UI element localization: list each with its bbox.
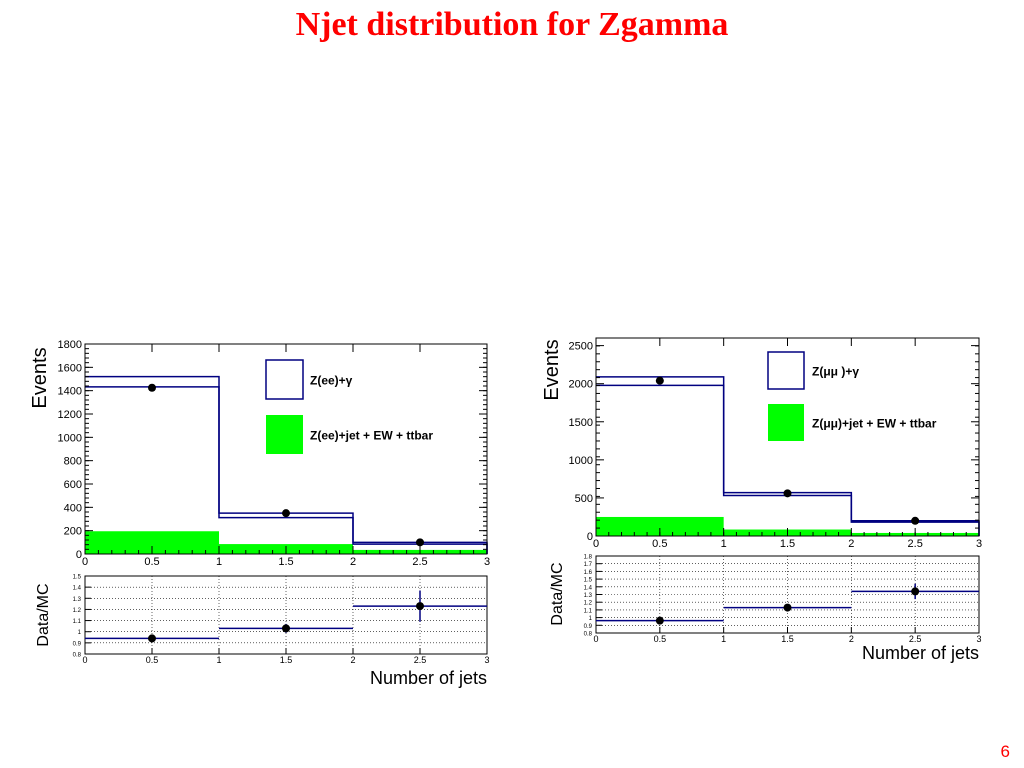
data-point: [911, 516, 920, 525]
ratio-y-axis-label: Data/MC: [549, 562, 566, 625]
y-tick-label: 1400: [58, 386, 82, 398]
ratio-x-tick-label: 2: [849, 634, 854, 644]
y-tick-label: 1200: [58, 409, 82, 421]
x-tick-label: 2.5: [412, 556, 427, 568]
data-point: [655, 376, 664, 385]
ratio-y-tick-label: 1.3: [73, 597, 82, 603]
x-tick-label: 0.5: [652, 538, 667, 550]
ratio-y-axis-label: Data/MC: [35, 583, 52, 646]
ratio-y-tick-label: 0.9: [73, 641, 82, 647]
ratio-y-tick-label: 1.7: [584, 562, 593, 568]
ratio-y-tick-label: 1.2: [584, 601, 593, 607]
ratio-y-tick-label: 1.5: [73, 575, 82, 581]
ratio-y-tick-label: 1.1: [73, 619, 82, 625]
x-tick-label: 3: [484, 556, 490, 568]
ratio-x-tick-label: 1: [216, 655, 221, 665]
ratio-x-tick-label: 1.5: [781, 634, 794, 644]
ratio-x-tick-label: 1: [721, 634, 726, 644]
x-tick-label: 1: [216, 556, 222, 568]
x-tick-label: 1.5: [278, 556, 293, 568]
ratio-x-tick-label: 3: [484, 655, 489, 665]
y-tick-label: 2500: [569, 341, 593, 353]
background-bar: [85, 531, 219, 554]
ratio-point: [282, 624, 290, 633]
background-bar: [596, 516, 724, 536]
ratio-point: [655, 616, 664, 625]
y-tick-label: 200: [64, 526, 82, 538]
ratio-y-tick-label: 1: [78, 630, 82, 636]
ratio-x-tick-label: 2.5: [414, 655, 427, 665]
legend-swatch-background: [266, 415, 303, 454]
ratio-y-tick-label: 1.3: [584, 593, 593, 599]
y-tick-label: 1800: [58, 339, 82, 351]
ratio-y-tick-label: 1.6: [584, 570, 593, 576]
x-tick-label: 1.5: [780, 538, 795, 550]
ratio-y-tick-label: 1.5: [584, 578, 593, 584]
ratio-y-tick-label: 0.8: [73, 653, 82, 659]
data-point: [148, 383, 156, 392]
legend-label-signal: Z(ee)+γ: [310, 374, 353, 388]
y-tick-label: 500: [575, 493, 593, 505]
y-tick-label: 1600: [58, 362, 82, 374]
y-tick-label: 0: [587, 531, 593, 543]
y-tick-label: 2000: [569, 379, 593, 391]
ratio-panel-frame: [84, 575, 488, 655]
y-tick-label: 600: [64, 479, 82, 491]
ratio-x-tick-label: 1.5: [280, 655, 293, 665]
ratio-y-tick-label: 1.2: [73, 608, 82, 614]
ratio-y-tick-label: 0.9: [584, 624, 593, 630]
ratio-x-tick-label: 2: [350, 655, 355, 665]
legend-swatch-signal: [265, 359, 304, 400]
ratio-y-tick-label: 1.4: [73, 586, 82, 592]
ratio-x-tick-label: 0.5: [146, 655, 159, 665]
x-tick-label: 1: [721, 538, 727, 550]
y-tick-label: 400: [64, 502, 82, 514]
data-point: [416, 538, 424, 547]
ratio-point: [148, 634, 156, 643]
ratio-x-tick-label: 3: [976, 634, 981, 644]
data-point: [282, 509, 290, 518]
mc-signal-line: [596, 376, 980, 536]
x-tick-label: 3: [976, 538, 982, 550]
y-tick-label: 0: [76, 549, 82, 561]
x-tick-label: 2.5: [908, 538, 923, 550]
ratio-point: [783, 603, 792, 612]
ratio-y-tick-label: 1.4: [584, 585, 593, 591]
y-axis-label: Events: [29, 347, 51, 408]
x-tick-label: 0.5: [144, 556, 159, 568]
ratio-x-tick-label: 0: [82, 655, 87, 665]
y-tick-label: 1000: [569, 455, 593, 467]
x-tick-label: 0: [593, 538, 599, 550]
x-tick-label: 0: [82, 556, 88, 568]
x-axis-label: Number of jets: [862, 643, 979, 663]
y-tick-label: 1500: [569, 417, 593, 429]
ratio-point: [416, 602, 424, 611]
legend-swatch-background: [768, 404, 804, 441]
data-point: [783, 489, 792, 498]
ratio-y-tick-label: 1: [589, 616, 593, 622]
ratio-x-tick-label: 2.5: [909, 634, 922, 644]
legend-swatch-signal: [767, 351, 805, 390]
legend-label-background: Z(μμ)+jet + EW + ttbar: [812, 417, 937, 431]
x-tick-label: 2: [350, 556, 356, 568]
legend-label-signal: Z(μμ )+γ: [812, 365, 859, 379]
page-number: 6: [1000, 742, 1010, 761]
ratio-panel-frame: [595, 555, 980, 634]
ratio-point: [911, 587, 920, 596]
ratio-x-tick-label: 0.5: [654, 634, 667, 644]
y-axis-label: Events: [541, 339, 563, 400]
y-tick-label: 1000: [58, 432, 82, 444]
y-tick-label: 800: [64, 456, 82, 468]
legend-label-background: Z(ee)+jet + EW + ttbar: [310, 429, 433, 443]
ratio-y-tick-label: 1.1: [584, 608, 593, 614]
x-axis-label: Number of jets: [370, 668, 487, 688]
ratio-y-tick-label: 1.8: [584, 555, 593, 561]
x-tick-label: 2: [848, 538, 854, 550]
ratio-x-tick-label: 0: [593, 634, 598, 644]
slide-title: Njet distribution for Zgamma: [295, 6, 729, 43]
ratio-y-tick-label: 0.8: [584, 632, 593, 638]
